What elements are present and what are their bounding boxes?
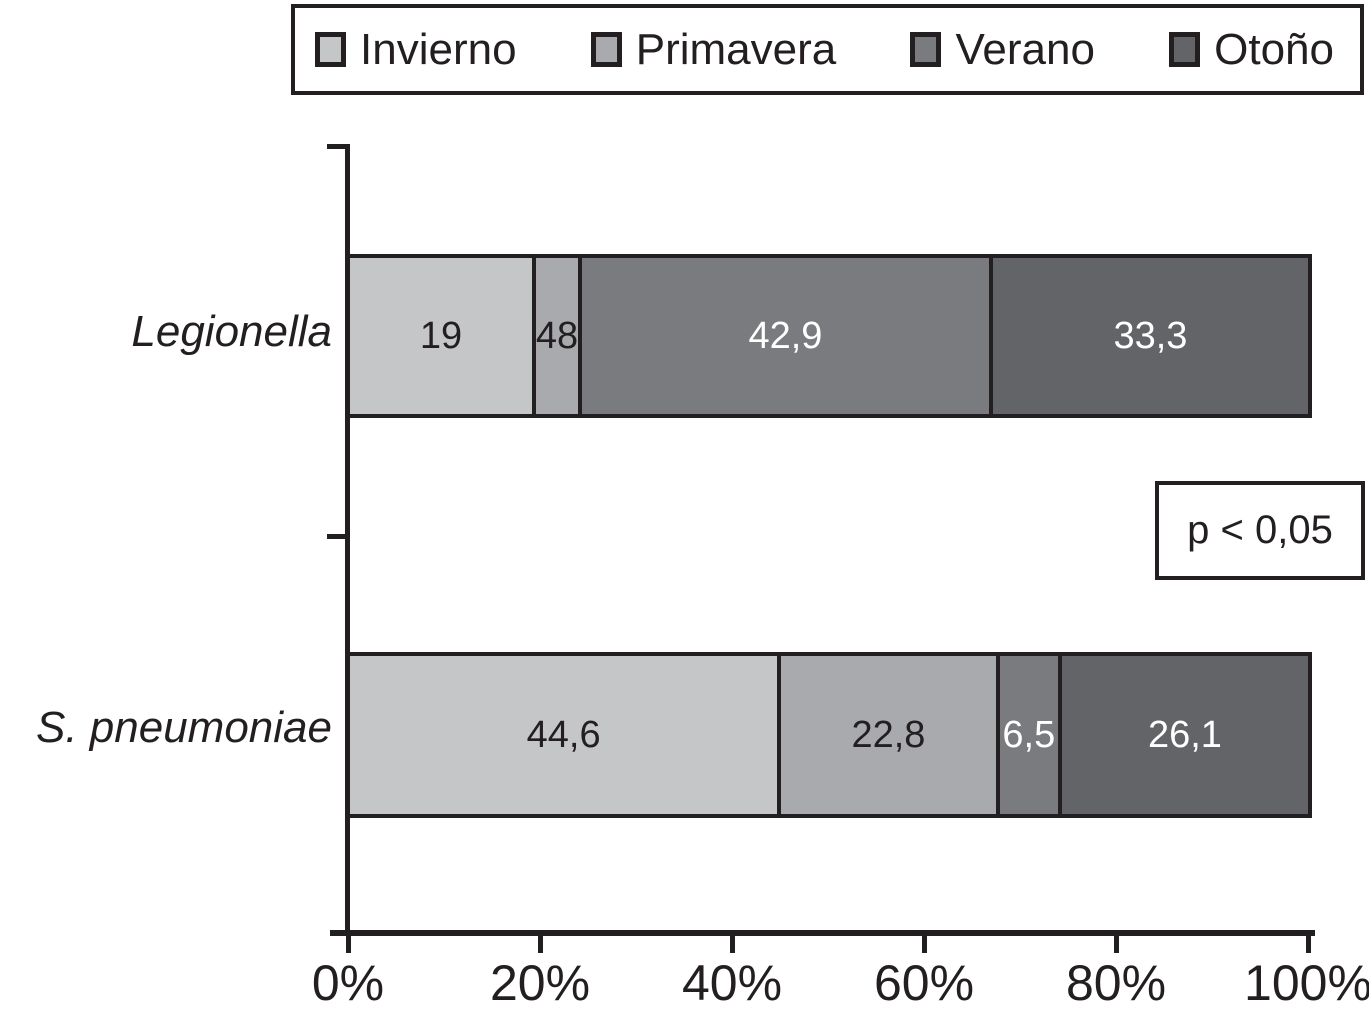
bar-segment-primavera: 22,8 [777,656,996,814]
legend-item-verano: Verano [910,24,1095,74]
legend-swatch-icon [910,32,942,67]
legend-swatch-icon [1169,32,1201,67]
bar-segment-verano: 6,5 [995,656,1058,814]
x-axis-tick-label: 40% [681,955,783,1011]
legend-item-primavera: Primavera [590,24,837,74]
x-axis-tick [538,932,543,953]
x-axis-tick [346,932,351,953]
legend-swatch-icon [590,32,622,67]
legend-item-otoño: Otoño [1169,24,1334,74]
x-axis-tick-label: 0% [311,955,385,1011]
x-axis-line [330,930,1315,936]
y-axis-tick-top [327,144,346,149]
category-label-s-pneumoniae: S. pneumoniae [36,703,332,752]
legend-swatch-icon [315,32,346,67]
bar-segment-primavera: 48 [532,258,578,414]
bar-segment-value: 33,3 [1113,315,1188,357]
legend-label: Primavera [635,24,837,74]
legend-label: Verano [955,24,1095,74]
p-value-text: p < 0,05 [1187,508,1333,552]
x-axis-tick-label: 60% [873,955,975,1011]
y-axis-line [345,144,350,936]
bar-segment-otoño: 26,1 [1057,656,1308,814]
legend-label: Otoño [1214,24,1334,74]
bar-segment-value: 19 [419,315,463,357]
bar-segment-value: 6,5 [1002,714,1056,756]
bar-segment-invierno: 44,6 [350,656,778,814]
bar-segment-value: 48 [535,315,579,357]
x-axis-tick [1306,932,1311,953]
bar-s-pneumoniae: 44,6 22,8 6,5 26,1 [346,652,1312,818]
bar-segment-verano: 42,9 [577,258,989,414]
bar-segment-value: 44,6 [526,714,601,756]
y-axis-tick-middle [327,534,346,539]
legend-item-invierno: Invierno [315,24,517,74]
x-axis-tick [922,932,927,953]
x-axis-tick [730,932,735,953]
x-axis-tick-label: 20% [489,955,591,1011]
bar-segment-value: 22,8 [851,714,926,756]
bar-segment-otoño: 33,3 [988,258,1308,414]
legend-label: Invierno [360,24,517,74]
category-label-legionella: Legionella [131,307,332,356]
x-axis-tick-label: 100% [1244,955,1369,1011]
bar-legionella: 19 48 42,9 33,3 [346,254,1312,418]
x-axis-tick-label: 80% [1065,955,1167,1011]
legend: Invierno Primavera Verano Otoño [291,4,1364,95]
x-axis-tick [1114,932,1119,953]
p-value-box: p < 0,05 [1155,481,1365,580]
bar-segment-invierno: 19 [350,258,533,414]
bar-segment-value: 42,9 [748,315,823,357]
bar-segment-value: 26,1 [1147,714,1222,756]
